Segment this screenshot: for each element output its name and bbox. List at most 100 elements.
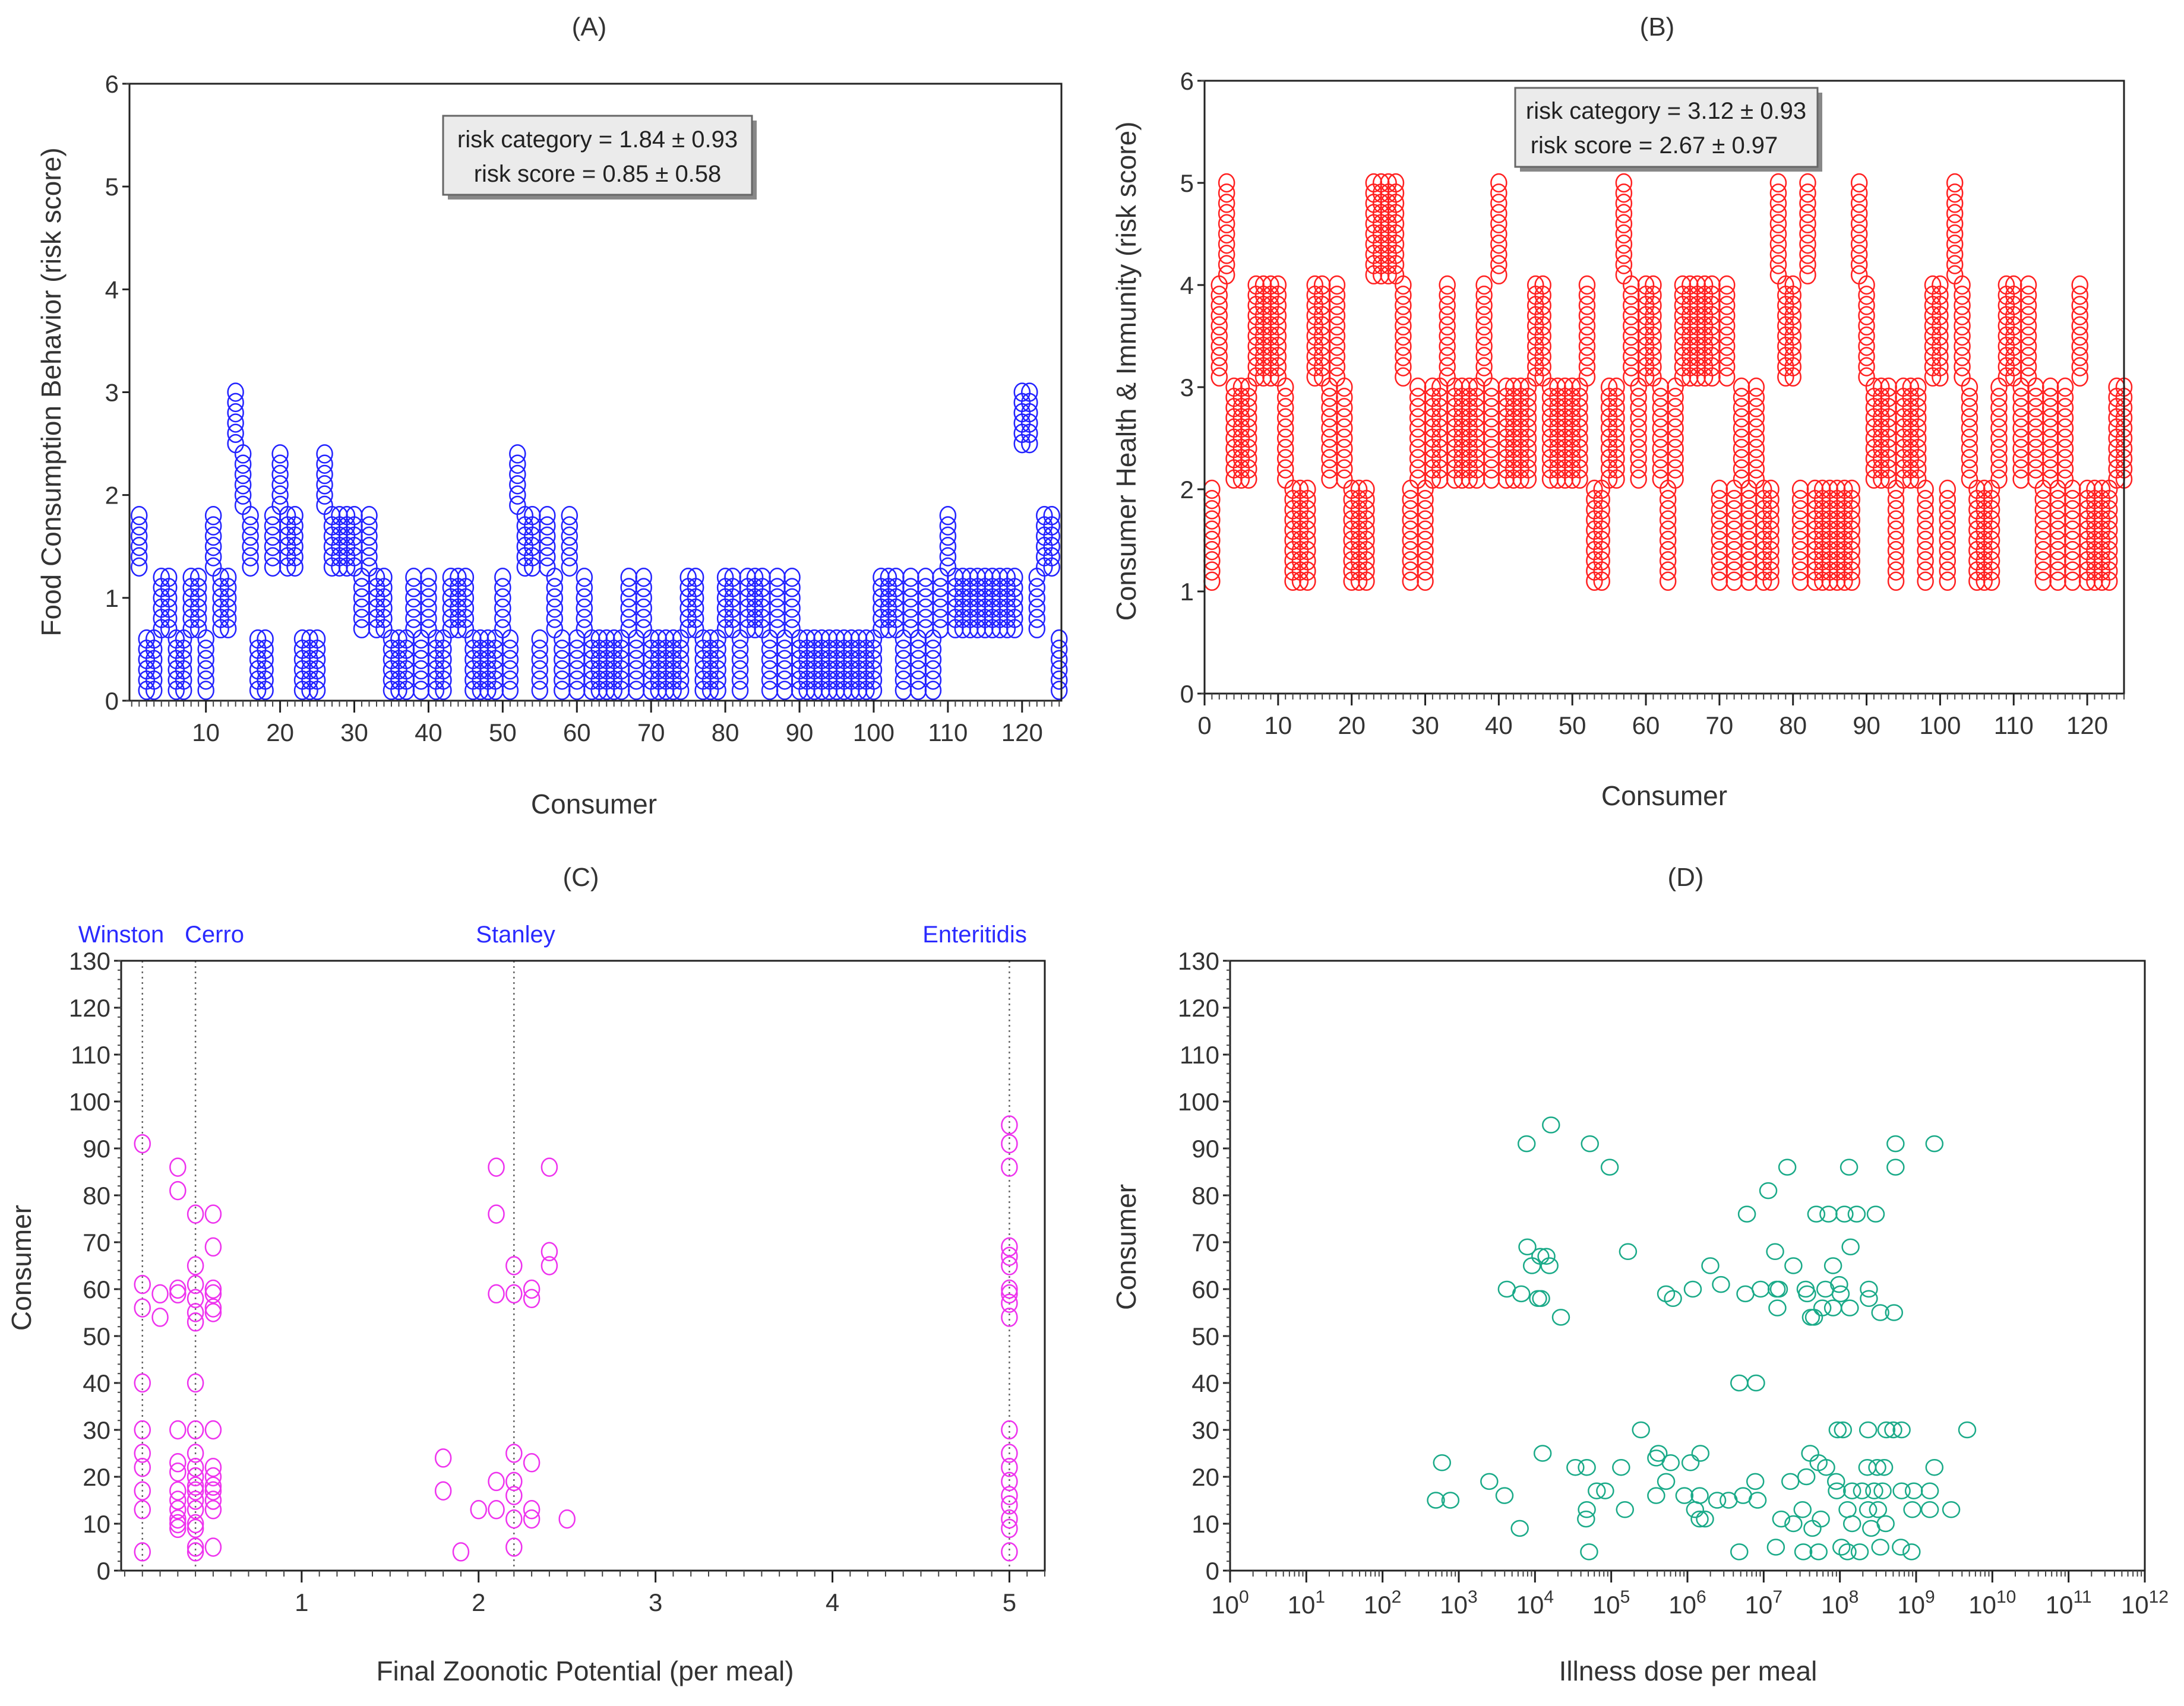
data-point [1909,449,1927,469]
data-point [776,650,794,669]
data-point [539,547,556,566]
data-point [1021,403,1038,423]
data-point [2100,489,2118,509]
data-point [134,1274,151,1294]
data-point [219,567,237,587]
data-point [541,1157,558,1177]
data-point [2071,357,2088,376]
consumer-column [1402,479,1420,591]
data-point [1917,479,1934,499]
data-point [1645,275,1662,295]
data-point [1439,275,1456,295]
consumer-column [1799,173,1816,285]
data-point [1593,520,1610,540]
data-point [895,650,912,669]
data-point [1210,347,1228,366]
data-point [1475,347,1493,366]
data-point [1321,459,1338,479]
data-point [2064,530,2081,550]
data-point [1828,1482,1846,1499]
data-point [1892,1539,1910,1556]
panel-d-marks [1427,1116,1977,1561]
data-point [2034,520,2052,540]
data-point [687,588,704,608]
data-point [204,516,222,536]
consumer-column [197,629,214,700]
data-point [509,454,526,474]
data-point [1762,500,1780,520]
data-point [1490,234,1507,254]
data-point [1718,306,1736,325]
consumer-column [1733,377,1750,489]
data-point [169,1180,187,1201]
data-point [2100,530,2118,550]
data-point [576,598,593,618]
data-point [1807,1205,1826,1223]
data-point [1495,1487,1514,1504]
data-point [264,547,282,566]
data-point [130,526,148,546]
data-point [1001,1279,1018,1299]
data-point [1832,1539,1851,1556]
data-point [1578,336,1596,356]
x-tick-label: 1012 [2121,1587,2169,1619]
data-point [187,1256,204,1275]
data-point [1733,459,1750,479]
data-point [1885,1304,1904,1321]
data-point [1571,459,1588,479]
data-point [731,660,749,680]
data-point [1328,306,1346,325]
data-point [939,516,957,536]
data-point [2012,408,2030,428]
consumer-column [1784,275,1801,387]
data-point [1733,438,1750,458]
data-point [2100,551,2118,571]
data-point [1718,336,1736,356]
panel-c-x-axis-label: Final Zoonotic Potential (per meal) [376,1656,794,1686]
x-tick-base: 10 [1288,1591,1316,1619]
data-point [1336,408,1353,428]
data-point [1954,316,1971,336]
data-point [1667,469,1684,489]
data-point [1961,387,1978,407]
data-point [1593,571,1610,591]
x-tick-base: 10 [1821,1591,1849,1619]
data-point [1799,204,1816,223]
consumer-column [1990,377,2008,489]
data-point [1932,336,1949,356]
data-point [895,640,912,659]
data-point [1439,326,1456,346]
data-point [227,382,244,402]
data-point [1571,438,1588,458]
data-point [1784,306,1801,325]
data-point [1001,1256,1018,1275]
data-point [308,680,326,700]
data-point [1843,510,1861,530]
panel-b-risk-category: risk category = 3.12 ± 0.93 [1526,98,1806,124]
data-point [1240,449,1257,469]
data-point [505,1256,523,1275]
data-point [1475,296,1493,315]
data-point [1747,459,1765,479]
data-point [1769,234,1787,254]
consumer-column [264,506,282,577]
data-point [687,578,704,597]
data-point [286,557,304,577]
data-point [1210,296,1228,315]
data-point [1659,540,1677,561]
data-point [635,567,652,587]
data-point [1409,449,1427,469]
data-point [145,680,163,700]
data-point [1740,530,1758,550]
data-point [1409,387,1427,407]
data-point [1983,540,2000,561]
data-point [204,1420,222,1440]
data-point [1983,561,2000,581]
data-point [1859,1501,1878,1518]
data-point [917,567,934,587]
data-point [1799,173,1816,193]
consumer-column [576,567,593,639]
data-point [1395,316,1412,336]
consumer-column [271,444,289,515]
consumer-column [932,567,949,639]
